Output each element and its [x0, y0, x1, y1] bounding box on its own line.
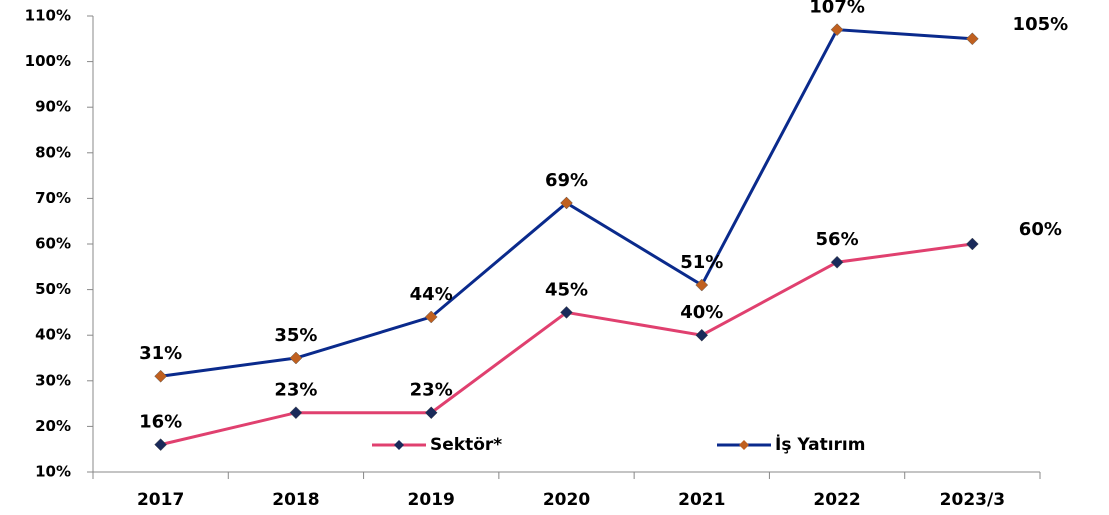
- marker: [830, 23, 844, 37]
- legend-label: İş Yatırım: [775, 433, 865, 455]
- data-label: 16%: [139, 412, 182, 433]
- y-tick-label: 10%: [35, 463, 71, 481]
- y-tick-label: 30%: [35, 371, 71, 389]
- marker: [830, 255, 844, 269]
- data-label: 44%: [410, 284, 453, 305]
- x-tick-label: 2017: [137, 490, 184, 510]
- marker: [966, 237, 979, 251]
- data-label: 56%: [816, 229, 859, 250]
- y-tick-label: 70%: [35, 189, 71, 207]
- data-label: 69%: [545, 170, 588, 191]
- y-tick-label: 100%: [25, 52, 71, 70]
- x-tick-label: 2020: [543, 490, 590, 510]
- data-label: 40%: [680, 302, 723, 323]
- marker: [560, 196, 573, 210]
- marker: [154, 369, 167, 383]
- marker: [695, 278, 709, 292]
- marker: [424, 406, 438, 420]
- legend-label: Sektör*: [430, 435, 502, 455]
- data-label: 60%: [1019, 219, 1062, 240]
- marker: [424, 310, 438, 324]
- y-tick-label: 50%: [35, 280, 71, 298]
- data-label: 35%: [274, 325, 317, 346]
- legend-marker: [394, 440, 404, 450]
- y-tick-label: 60%: [35, 235, 71, 253]
- marker: [289, 406, 303, 420]
- y-tick-label: 90%: [35, 98, 71, 116]
- data-label: 45%: [545, 279, 588, 300]
- data-label: 107%: [809, 0, 865, 18]
- y-tick-label: 40%: [35, 326, 71, 344]
- data-label: 23%: [274, 380, 317, 401]
- marker: [695, 328, 709, 342]
- data-label: 51%: [680, 252, 723, 273]
- x-tick-label: 2018: [272, 490, 319, 510]
- marker: [560, 306, 573, 319]
- x-tick-label: 2023/3: [940, 490, 1005, 510]
- x-tick-label: 2022: [813, 490, 860, 510]
- legend-marker: [739, 440, 749, 450]
- data-label: 105%: [1013, 14, 1069, 35]
- data-label: 23%: [410, 380, 453, 401]
- marker: [289, 351, 303, 365]
- x-tick-label: 2019: [408, 490, 455, 510]
- marker: [154, 438, 167, 451]
- y-tick-label: 20%: [35, 417, 71, 435]
- y-tick-label: 80%: [35, 143, 71, 161]
- data-label: 31%: [139, 343, 182, 364]
- y-tick-label: 110%: [25, 7, 71, 25]
- marker: [966, 32, 979, 46]
- x-tick-label: 2021: [678, 490, 725, 510]
